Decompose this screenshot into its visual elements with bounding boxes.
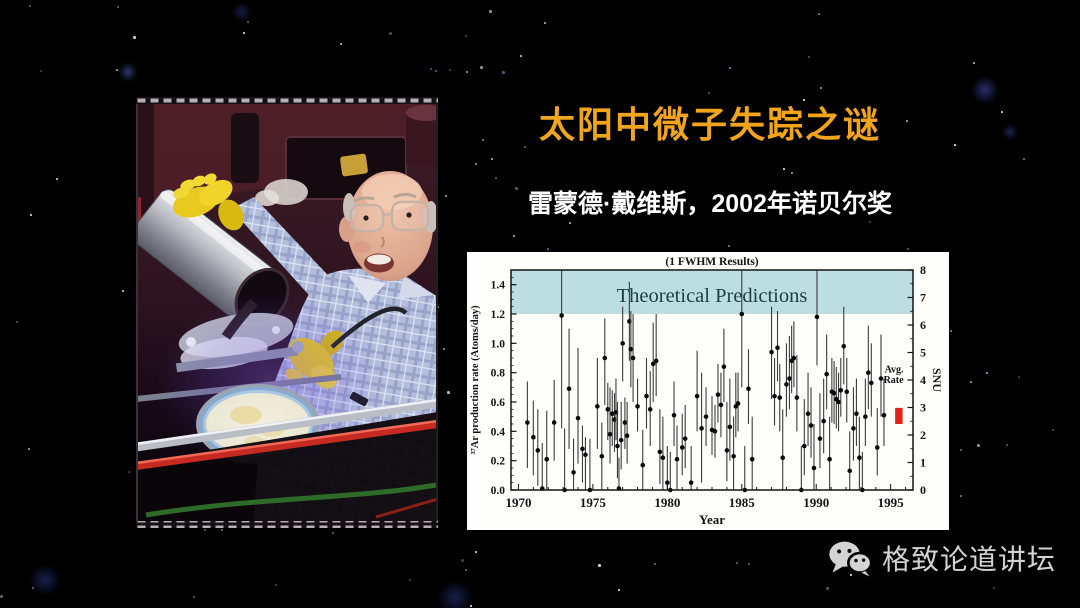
svg-text:1995: 1995 [878,495,905,510]
green-cable [145,482,437,518]
svg-text:5: 5 [920,346,926,360]
photo-illustration [136,97,438,528]
svg-text:6: 6 [920,318,926,332]
svg-text:1.0: 1.0 [491,338,506,350]
slide-title: 太阳中微子失踪之谜 [538,104,881,145]
svg-text:SNU: SNU [930,368,944,392]
wechat-icon [829,541,872,576]
homestake-results-chart: Theoretical Predictions (1 FWHM Results) A… [470,256,944,527]
svg-text:Rate: Rate [884,375,905,386]
left-arm-sleeve [231,197,341,305]
svg-text:0.6: 0.6 [491,397,506,409]
svg-text:0.8: 0.8 [491,368,506,380]
svg-text:(1 FWHM Results): (1 FWHM Results) [665,256,758,268]
svg-text:1970: 1970 [505,495,531,510]
foreground-rails [136,398,438,521]
svg-text:Avg.: Avg. [885,365,904,376]
svg-text:Theoretical Predictions: Theoretical Predictions [617,285,808,307]
scientist-head [339,171,438,281]
shirt-collar-left [348,275,386,303]
film-edge-bottom [136,521,438,528]
svg-text:1.2: 1.2 [491,309,506,321]
svg-text:Year: Year [699,512,725,527]
svg-text:3: 3 [920,401,926,415]
svg-text:³⁷Ar production rate (Atoms/da: ³⁷Ar production rate (Atoms/day) [470,305,481,455]
svg-text:0.4: 0.4 [491,426,506,438]
svg-text:1.4: 1.4 [491,280,506,292]
shirt-collar-right [398,277,434,299]
svg-text:8: 8 [920,263,926,277]
red-tube [136,420,438,470]
svg-text:1975: 1975 [580,495,607,510]
yellow-glove-left [172,173,244,231]
photo-figure [136,97,438,528]
svg-text:4: 4 [920,373,926,387]
svg-text:0: 0 [920,483,926,497]
svg-text:1985: 1985 [729,495,756,510]
svg-text:2: 2 [920,428,926,442]
film-edge-right [436,104,438,521]
film-edge-left [136,104,138,521]
slide-subtitle: 雷蒙德·戴维斯，2002年诺贝尔奖 [528,190,892,218]
svg-text:1990: 1990 [803,495,829,510]
svg-text:7: 7 [920,291,926,305]
film-edge-top [136,97,438,104]
svg-text:0.2: 0.2 [491,456,506,468]
svg-text:1980: 1980 [654,495,680,510]
watermark-label: 格致论道讲坛 [882,544,1057,575]
svg-text:1: 1 [920,456,926,470]
chart-panel: Theoretical Predictions (1 FWHM Results) A… [467,252,949,530]
watermark: 格致论道讲坛 [828,538,1056,578]
svg-text:0.0: 0.0 [491,485,506,497]
